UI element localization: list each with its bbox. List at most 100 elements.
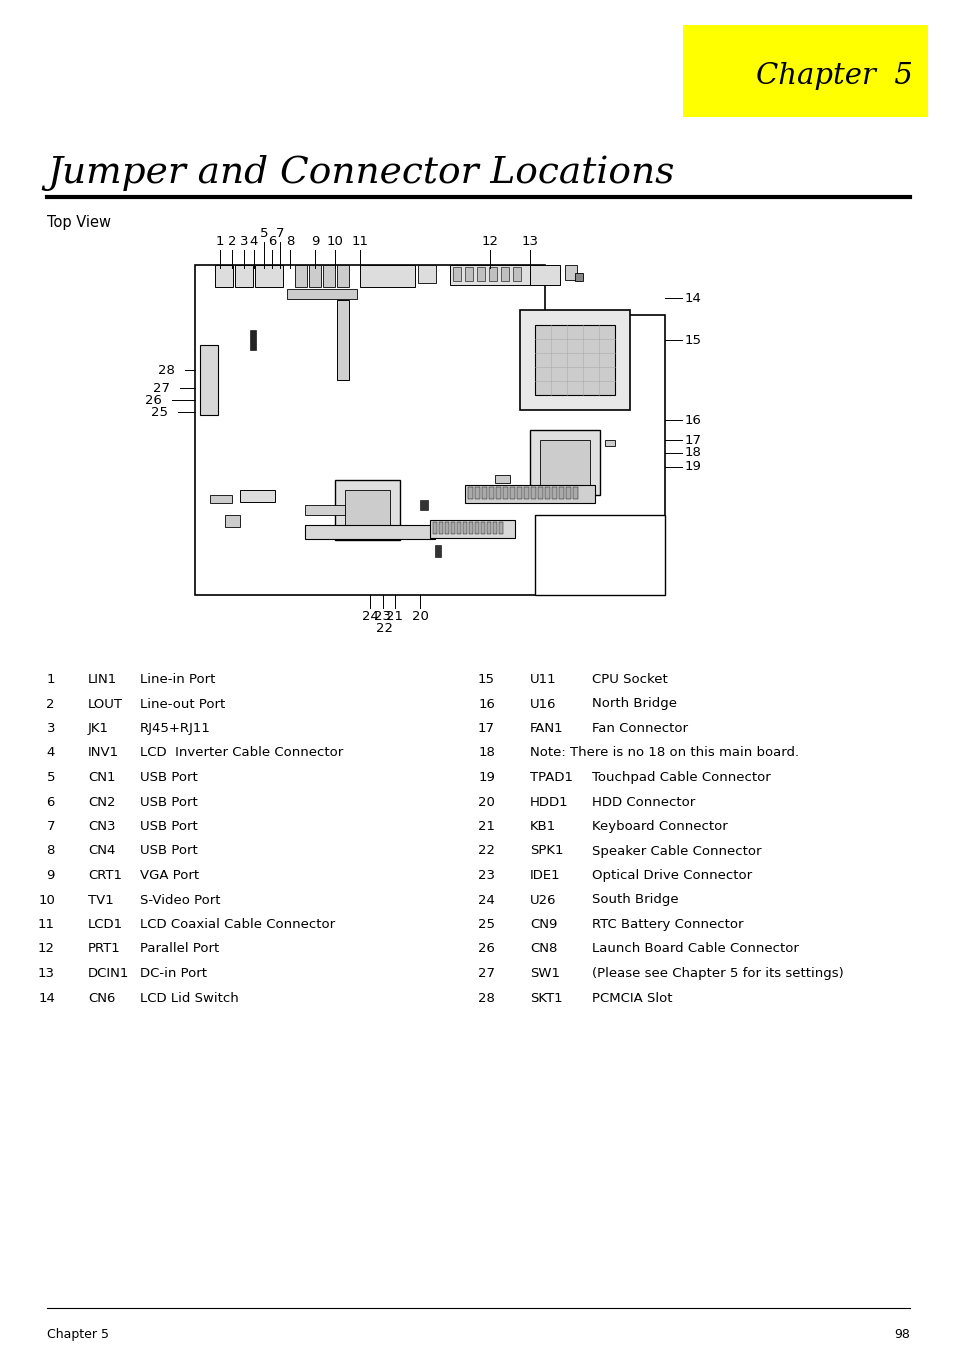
Text: U16: U16 — [530, 697, 556, 711]
Bar — [430, 520, 515, 538]
Bar — [531, 486, 536, 499]
Text: 10: 10 — [326, 235, 343, 249]
Bar — [519, 309, 629, 409]
Bar — [456, 521, 460, 534]
Text: 5: 5 — [259, 227, 268, 240]
Text: Speaker Cable Connector: Speaker Cable Connector — [592, 844, 760, 858]
Text: Optical Drive Connector: Optical Drive Connector — [592, 869, 751, 882]
Text: HDD1: HDD1 — [530, 796, 568, 808]
Text: FAN1: FAN1 — [530, 721, 563, 735]
Bar — [565, 486, 571, 499]
Text: 18: 18 — [684, 446, 701, 459]
Bar — [305, 505, 345, 515]
Bar — [500, 267, 509, 281]
Bar — [305, 526, 435, 539]
Text: 8: 8 — [47, 844, 55, 858]
Bar — [444, 521, 449, 534]
Bar — [214, 265, 233, 286]
Text: 21: 21 — [477, 820, 495, 834]
Text: LCD1: LCD1 — [88, 917, 123, 931]
Text: Fan Connector: Fan Connector — [592, 721, 687, 735]
Text: Line-out Port: Line-out Port — [140, 697, 225, 711]
Bar — [433, 521, 436, 534]
Bar — [336, 300, 349, 380]
Text: U26: U26 — [530, 893, 556, 907]
Text: CN6: CN6 — [88, 992, 115, 1005]
Text: Line-in Port: Line-in Port — [140, 673, 215, 686]
Text: 19: 19 — [684, 461, 701, 473]
Bar — [498, 521, 502, 534]
Text: 7: 7 — [47, 820, 55, 834]
Text: DC-in Port: DC-in Port — [140, 967, 207, 979]
Text: LCD  Inverter Cable Connector: LCD Inverter Cable Connector — [140, 747, 343, 759]
Bar — [496, 486, 500, 499]
Text: North Bridge: North Bridge — [592, 697, 677, 711]
Text: USB Port: USB Port — [140, 820, 197, 834]
Text: 8: 8 — [286, 235, 294, 249]
Text: 12: 12 — [481, 235, 498, 249]
Text: CN4: CN4 — [88, 844, 115, 858]
Text: RTC Battery Connector: RTC Battery Connector — [592, 917, 742, 931]
Bar — [481, 486, 486, 499]
Text: 16: 16 — [477, 697, 495, 711]
Text: 5: 5 — [47, 771, 55, 784]
Text: 26: 26 — [145, 393, 162, 407]
Text: JK1: JK1 — [88, 721, 109, 735]
Text: U11: U11 — [530, 673, 556, 686]
Bar — [462, 521, 467, 534]
Bar — [234, 265, 253, 286]
Text: SW1: SW1 — [530, 967, 559, 979]
Bar — [552, 486, 557, 499]
Text: 25: 25 — [477, 917, 495, 931]
Text: 17: 17 — [477, 721, 495, 735]
Text: 6: 6 — [47, 796, 55, 808]
Text: HDD Connector: HDD Connector — [592, 796, 695, 808]
Text: 12: 12 — [38, 943, 55, 955]
Text: 4: 4 — [47, 747, 55, 759]
Text: 27: 27 — [152, 381, 170, 394]
Bar — [517, 486, 521, 499]
Bar — [240, 490, 274, 503]
Bar — [309, 265, 320, 286]
Text: 7: 7 — [275, 227, 284, 240]
Text: 98: 98 — [893, 1328, 909, 1342]
Bar — [564, 265, 577, 280]
Text: 14: 14 — [684, 292, 701, 304]
Text: 6: 6 — [268, 235, 276, 249]
Text: 20: 20 — [411, 611, 428, 623]
Text: CN3: CN3 — [88, 820, 115, 834]
Bar — [537, 486, 542, 499]
Polygon shape — [194, 265, 664, 594]
Bar — [335, 480, 399, 540]
Bar — [250, 330, 255, 350]
Bar — [604, 440, 615, 446]
Text: CPU Socket: CPU Socket — [592, 673, 667, 686]
Text: 10: 10 — [38, 893, 55, 907]
Text: 27: 27 — [477, 967, 495, 979]
Text: 18: 18 — [477, 747, 495, 759]
Bar — [225, 515, 240, 527]
Text: 22: 22 — [376, 621, 393, 635]
Bar — [489, 267, 497, 281]
Text: CN2: CN2 — [88, 796, 115, 808]
Bar — [523, 486, 529, 499]
Bar — [468, 486, 473, 499]
Bar — [513, 267, 520, 281]
Text: 23: 23 — [477, 869, 495, 882]
Text: SKT1: SKT1 — [530, 992, 562, 1005]
Text: PCMCIA Slot: PCMCIA Slot — [592, 992, 672, 1005]
Text: CN9: CN9 — [530, 917, 557, 931]
Bar — [469, 521, 473, 534]
Bar — [682, 26, 927, 118]
Bar — [435, 544, 440, 557]
Text: Top View: Top View — [47, 215, 111, 230]
Bar — [438, 521, 442, 534]
Text: 17: 17 — [684, 434, 701, 446]
Bar — [345, 490, 390, 530]
Text: Launch Board Cable Connector: Launch Board Cable Connector — [592, 943, 798, 955]
Bar — [510, 486, 515, 499]
Text: CN1: CN1 — [88, 771, 115, 784]
Text: 23: 23 — [375, 611, 391, 623]
Bar — [294, 265, 307, 286]
Bar — [575, 273, 582, 281]
